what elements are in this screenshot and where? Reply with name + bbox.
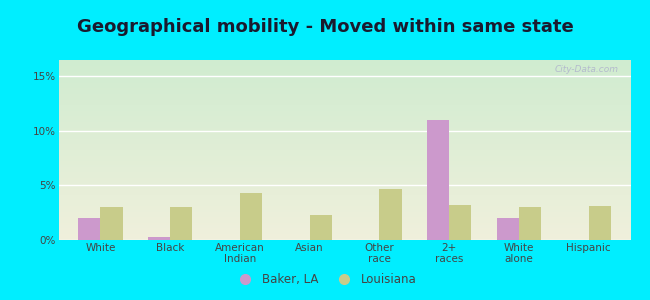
Bar xyxy=(100,207,123,240)
Bar xyxy=(380,189,402,240)
Bar xyxy=(519,207,541,240)
Bar xyxy=(427,120,449,240)
Text: City-Data.com: City-Data.com xyxy=(555,65,619,74)
Bar xyxy=(497,218,519,240)
Text: Geographical mobility - Moved within same state: Geographical mobility - Moved within sam… xyxy=(77,18,573,36)
Bar xyxy=(309,215,332,240)
Legend: Baker, LA, Louisiana: Baker, LA, Louisiana xyxy=(229,269,421,291)
Bar xyxy=(78,218,100,240)
Bar xyxy=(589,206,611,240)
Bar xyxy=(170,207,192,240)
Bar xyxy=(240,193,262,240)
Bar xyxy=(148,237,170,240)
Bar xyxy=(449,205,471,240)
